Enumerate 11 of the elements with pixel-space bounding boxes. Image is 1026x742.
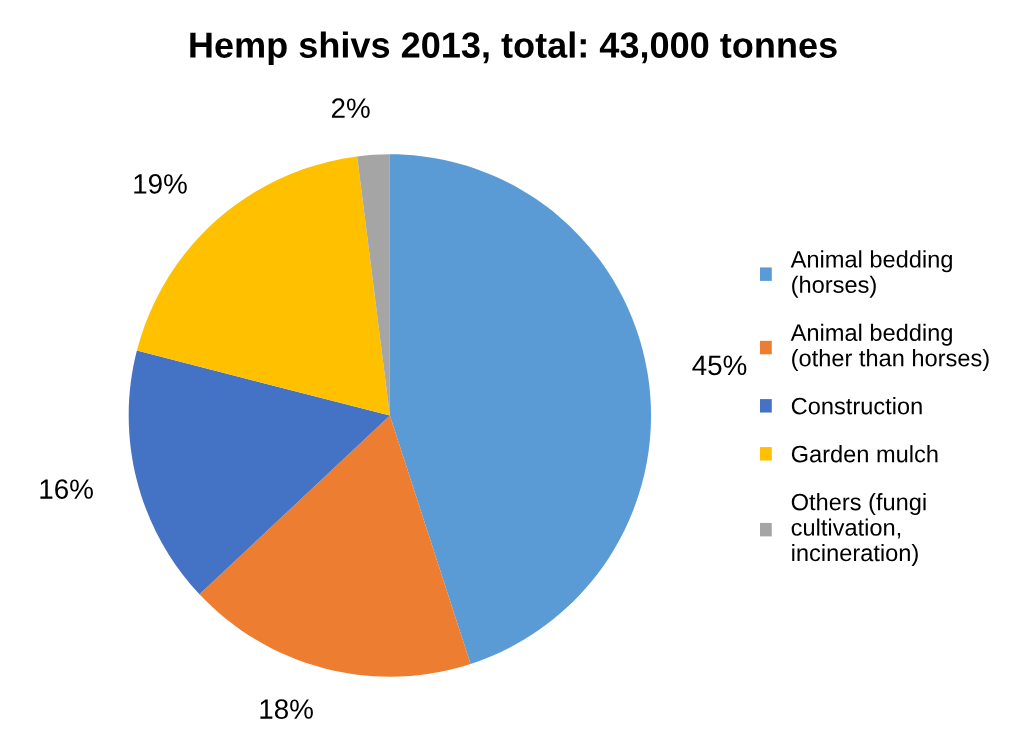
legend-label: Animal bedding (other than horses) [790, 323, 989, 372]
chart-title: Hemp shivs 2013, total: 43,000 tonnes [190, 31, 837, 66]
data-label: 16% [40, 479, 93, 499]
data-label: 18% [260, 699, 313, 719]
legend-label: Construction [791, 397, 922, 415]
legend-label: Animal bedding (horses) [790, 250, 952, 298]
data-label: 2% [331, 98, 370, 118]
data-label: 45% [692, 355, 747, 376]
data-label: 19% [134, 174, 187, 194]
legend-label: Others (fungi cultivation, incineration) [791, 493, 926, 566]
legend-label: Garden mulch [791, 445, 938, 463]
